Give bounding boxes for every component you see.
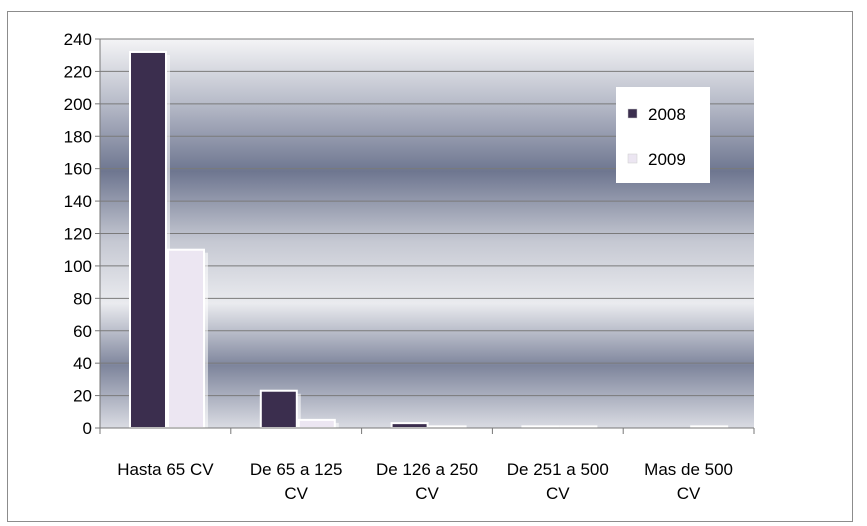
y-tick-label: 0: [83, 419, 92, 438]
y-tick-label: 240: [64, 30, 92, 49]
legend-box: [616, 87, 710, 183]
legend-swatch-2008: [627, 108, 638, 119]
bar-2008-2: [390, 422, 429, 430]
x-category-label: Mas de 500: [644, 460, 733, 479]
axis-layer: 0 20 40 60 80 100 120 140 160 180 200 220 240 Hasta 6…: [64, 30, 755, 503]
y-tick-label: 200: [64, 95, 92, 114]
bar-layer: [129, 50, 729, 430]
y-tick-label: 80: [73, 289, 92, 308]
x-category-label: De 251 a 500: [507, 460, 609, 479]
y-tick-label: 140: [64, 192, 92, 211]
bar-2009-1: [297, 418, 336, 430]
x-category-label: CV: [284, 484, 308, 503]
y-tick-label: 180: [64, 127, 92, 146]
x-category-label: De 65 a 125: [250, 460, 343, 479]
x-category-label: Hasta 65 CV: [117, 460, 214, 479]
y-tick-label: 220: [64, 62, 92, 81]
legend-label-2008: 2008: [648, 105, 686, 124]
bar-2008-1: [259, 389, 298, 429]
grid-layer: [100, 38, 754, 397]
y-tick-label: 20: [73, 387, 92, 406]
x-category-label: De 126 a 250: [376, 460, 478, 479]
y-tick-label: 60: [73, 322, 92, 341]
x-category-label: CV: [677, 484, 701, 503]
y-tick-label: 160: [64, 160, 92, 179]
x-category-label: CV: [546, 484, 570, 503]
y-tick-label: 100: [64, 257, 92, 276]
legend: 2008 2009: [616, 87, 710, 183]
legend-label-2009: 2009: [648, 150, 686, 169]
bar-2008-0: [129, 50, 167, 429]
legend-swatch-2009: [627, 153, 638, 164]
bar-2009-0: [167, 248, 205, 429]
y-tick-label: 120: [64, 225, 92, 244]
x-category-label: CV: [415, 484, 439, 503]
y-tick-label: 40: [73, 354, 92, 373]
